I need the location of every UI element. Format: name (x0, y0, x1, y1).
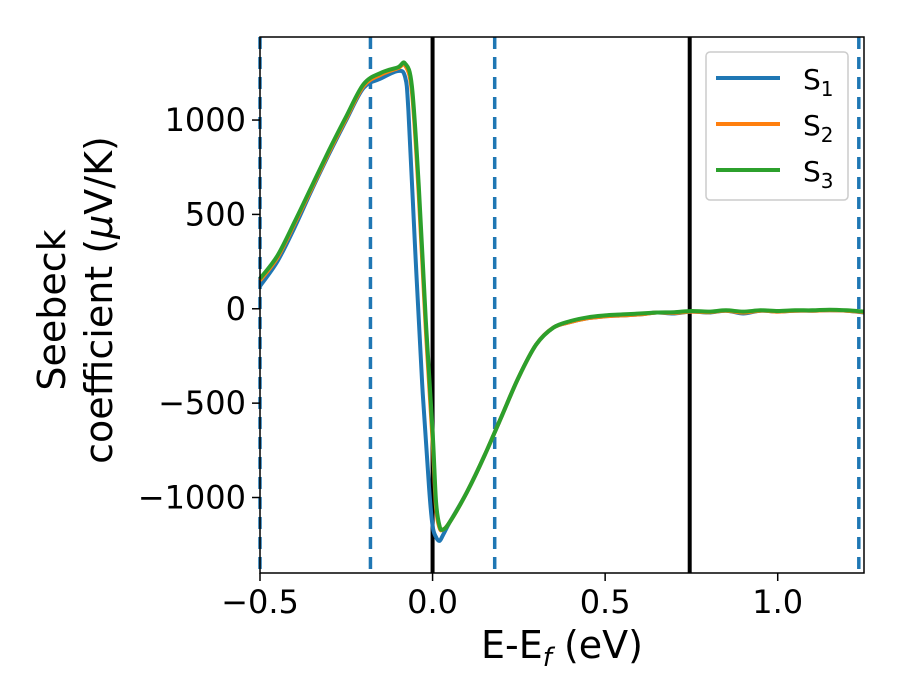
y-tick-label: 0 (226, 290, 246, 328)
plot-frame (259, 36, 865, 574)
series-lines (258, 60, 865, 543)
y-tick-label: −1000 (138, 479, 246, 517)
y-axis-ticks: 1000 500 0 −500 −1000 (138, 101, 260, 517)
x-tick-label: 0.5 (580, 583, 631, 621)
series-line-s3 (258, 60, 865, 532)
y-tick-label: 1000 (165, 101, 246, 139)
y-tick-label: −500 (158, 384, 246, 422)
x-tick-label: 1.0 (752, 583, 803, 621)
y-tick-label: 500 (185, 195, 246, 233)
x-tick-label: −0.5 (221, 583, 299, 621)
x-tick-label: 0.0 (407, 583, 458, 621)
y-axis-title-line2: coefficient (μV/K) (77, 136, 121, 464)
x-axis-ticks: −0.5 0.0 0.5 1.0 (221, 573, 803, 621)
x-axis-title: E-Ef (eV) (481, 623, 643, 673)
legend-label-s2: S2 (803, 109, 834, 147)
legend-label-s1: S1 (803, 63, 834, 101)
y-axis-title-line1: Seebeck (30, 229, 74, 390)
legend-label-s3: S3 (803, 155, 834, 193)
legend: S1 S2 S3 (705, 51, 849, 201)
